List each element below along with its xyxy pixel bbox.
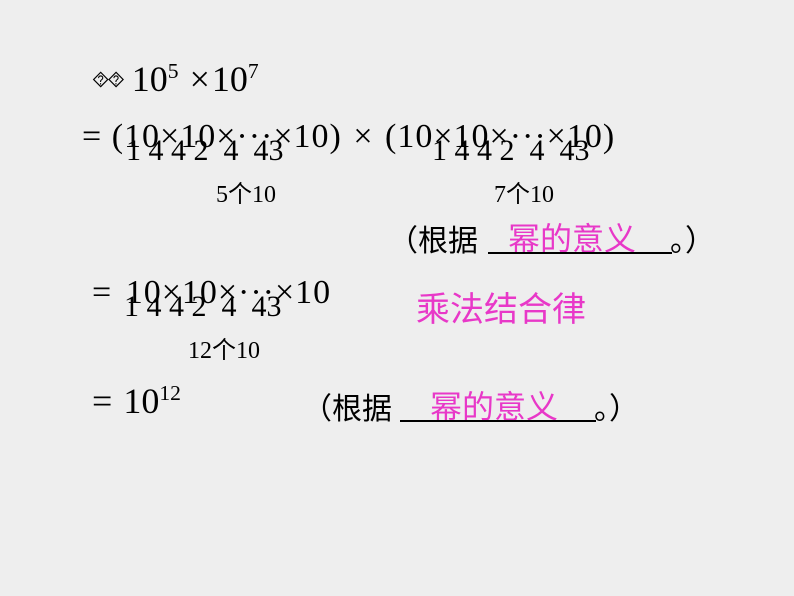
basis-label-1: （根据 (388, 216, 478, 260)
basis-label-2: （根据 (302, 384, 392, 428)
rparen2: ) (603, 118, 615, 155)
underline-2 (400, 420, 596, 422)
basis-end-2: 。） (594, 384, 639, 428)
count-combined: 12个10 (188, 330, 260, 365)
result-exp: 12 (159, 381, 181, 405)
op-times: × (188, 59, 212, 99)
times: × (351, 118, 375, 155)
base-1: 10 (132, 59, 168, 99)
exp-2: 7 (248, 59, 259, 83)
associative-law-label: 乘法结合律 (416, 282, 586, 331)
count-left: 5个10 (216, 174, 276, 209)
base-2: 10 (212, 59, 248, 99)
rparen: ) (330, 118, 342, 155)
problem-expression: ⯑⯑ 105 ×107 (92, 58, 259, 100)
count-right: 7个10 (494, 174, 554, 209)
overlay-digits-c: 1 4 4 2 4 43 (124, 290, 282, 324)
eq: = (82, 118, 102, 155)
result-base: 10 (121, 381, 159, 421)
underline-1 (488, 252, 672, 254)
slide: ⯑⯑ 105 ×107 = (10×10×···×10) × (10×10×··… (0, 0, 794, 596)
lparen: ( (112, 118, 124, 155)
exp-1: 5 (168, 59, 179, 83)
basis-end-1: 。） (670, 216, 715, 260)
result-line: = 1012 (92, 380, 181, 422)
overlay-digits-b: 1 4 4 2 4 43 (432, 134, 590, 168)
prefix-glyph: ⯑⯑ (92, 67, 123, 92)
overlay-digits-a: 1 4 4 2 4 43 (126, 134, 284, 168)
eq4: = (92, 381, 112, 421)
lparen2: ( (385, 118, 397, 155)
eq3: = (92, 274, 112, 311)
